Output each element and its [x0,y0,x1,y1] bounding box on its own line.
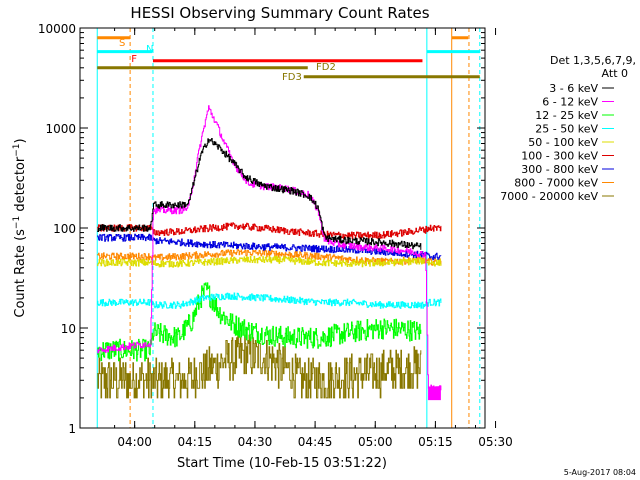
x-tick-label: 04:45 [298,435,333,449]
legend-label-6: 300 - 800 keV [521,163,598,176]
x-axis: 04:00 04:15 04:30 04:45 05:00 05:15 05:30 [114,28,513,449]
y-tick-label: 1000 [45,122,76,136]
legend-label-4: 50 - 100 keV [528,136,598,149]
plot-area: S NF FD2 FD3 [96,28,481,428]
series-line-300-800keVkeV [97,233,442,261]
legend-header-2: Att 0 [602,67,628,80]
series-line-12-25keVkeV [97,282,422,362]
legend-label-8: 7000 - 20000 keV [500,190,598,203]
x-tick-label: 04:15 [178,435,213,449]
y-tick-label: 1 [68,422,76,436]
x-tick-label: 04:30 [238,435,273,449]
legend-label-7: 800 - 7000 keV [514,177,598,190]
x-tick-label: 05:15 [418,435,453,449]
series-line-800-7000keVkeV [97,249,442,266]
y-tick-label: 100 [53,222,76,236]
bar-label-f: F [131,54,137,65]
series-line-3-6keVkeV [97,138,422,250]
bar-label-n: N [146,44,153,55]
bar-label-fd2: FD2 [316,62,336,73]
legend-label-1: 6 - 12 keV [542,96,598,109]
chart-title: HESSI Observing Summary Count Rates [130,4,429,22]
x-tick-label: 05:00 [358,435,393,449]
series-6-12-tail-block [428,386,441,401]
y-tick-label: 10 [61,322,76,336]
legend-label-0: 3 - 6 keV [549,82,598,95]
legend-header-1: Det 1,3,5,6,7,9, [550,54,636,67]
y-axis-label: Count Rate (s−1 detector−1) [12,138,28,317]
x-tick-label: 05:30 [478,435,513,449]
y-axis: 1 10 100 1000 10000 [38,22,485,436]
legend-label-2: 12 - 25 keV [535,109,598,122]
legend-label-3: 25 - 50 keV [535,123,598,136]
series-line-50-100keVkeV [97,255,442,268]
series-line-7000-20000keVkeV [97,334,422,399]
plot-content [96,28,481,428]
series-line-100-300keVkeV [97,222,442,240]
x-tick-label: 04:00 [117,435,152,449]
y-tick-label: 10000 [38,22,76,36]
bar-label-s: S [119,38,125,49]
series-line-25-50keVkeV [97,292,442,309]
legend-label-5: 100 - 300 keV [521,150,598,163]
x-axis-label: Start Time (10-Feb-15 03:51:22) [177,456,387,471]
bar-label-fd3: FD3 [282,72,302,83]
footer-date: 5-Aug-2017 08:04 [564,468,636,477]
